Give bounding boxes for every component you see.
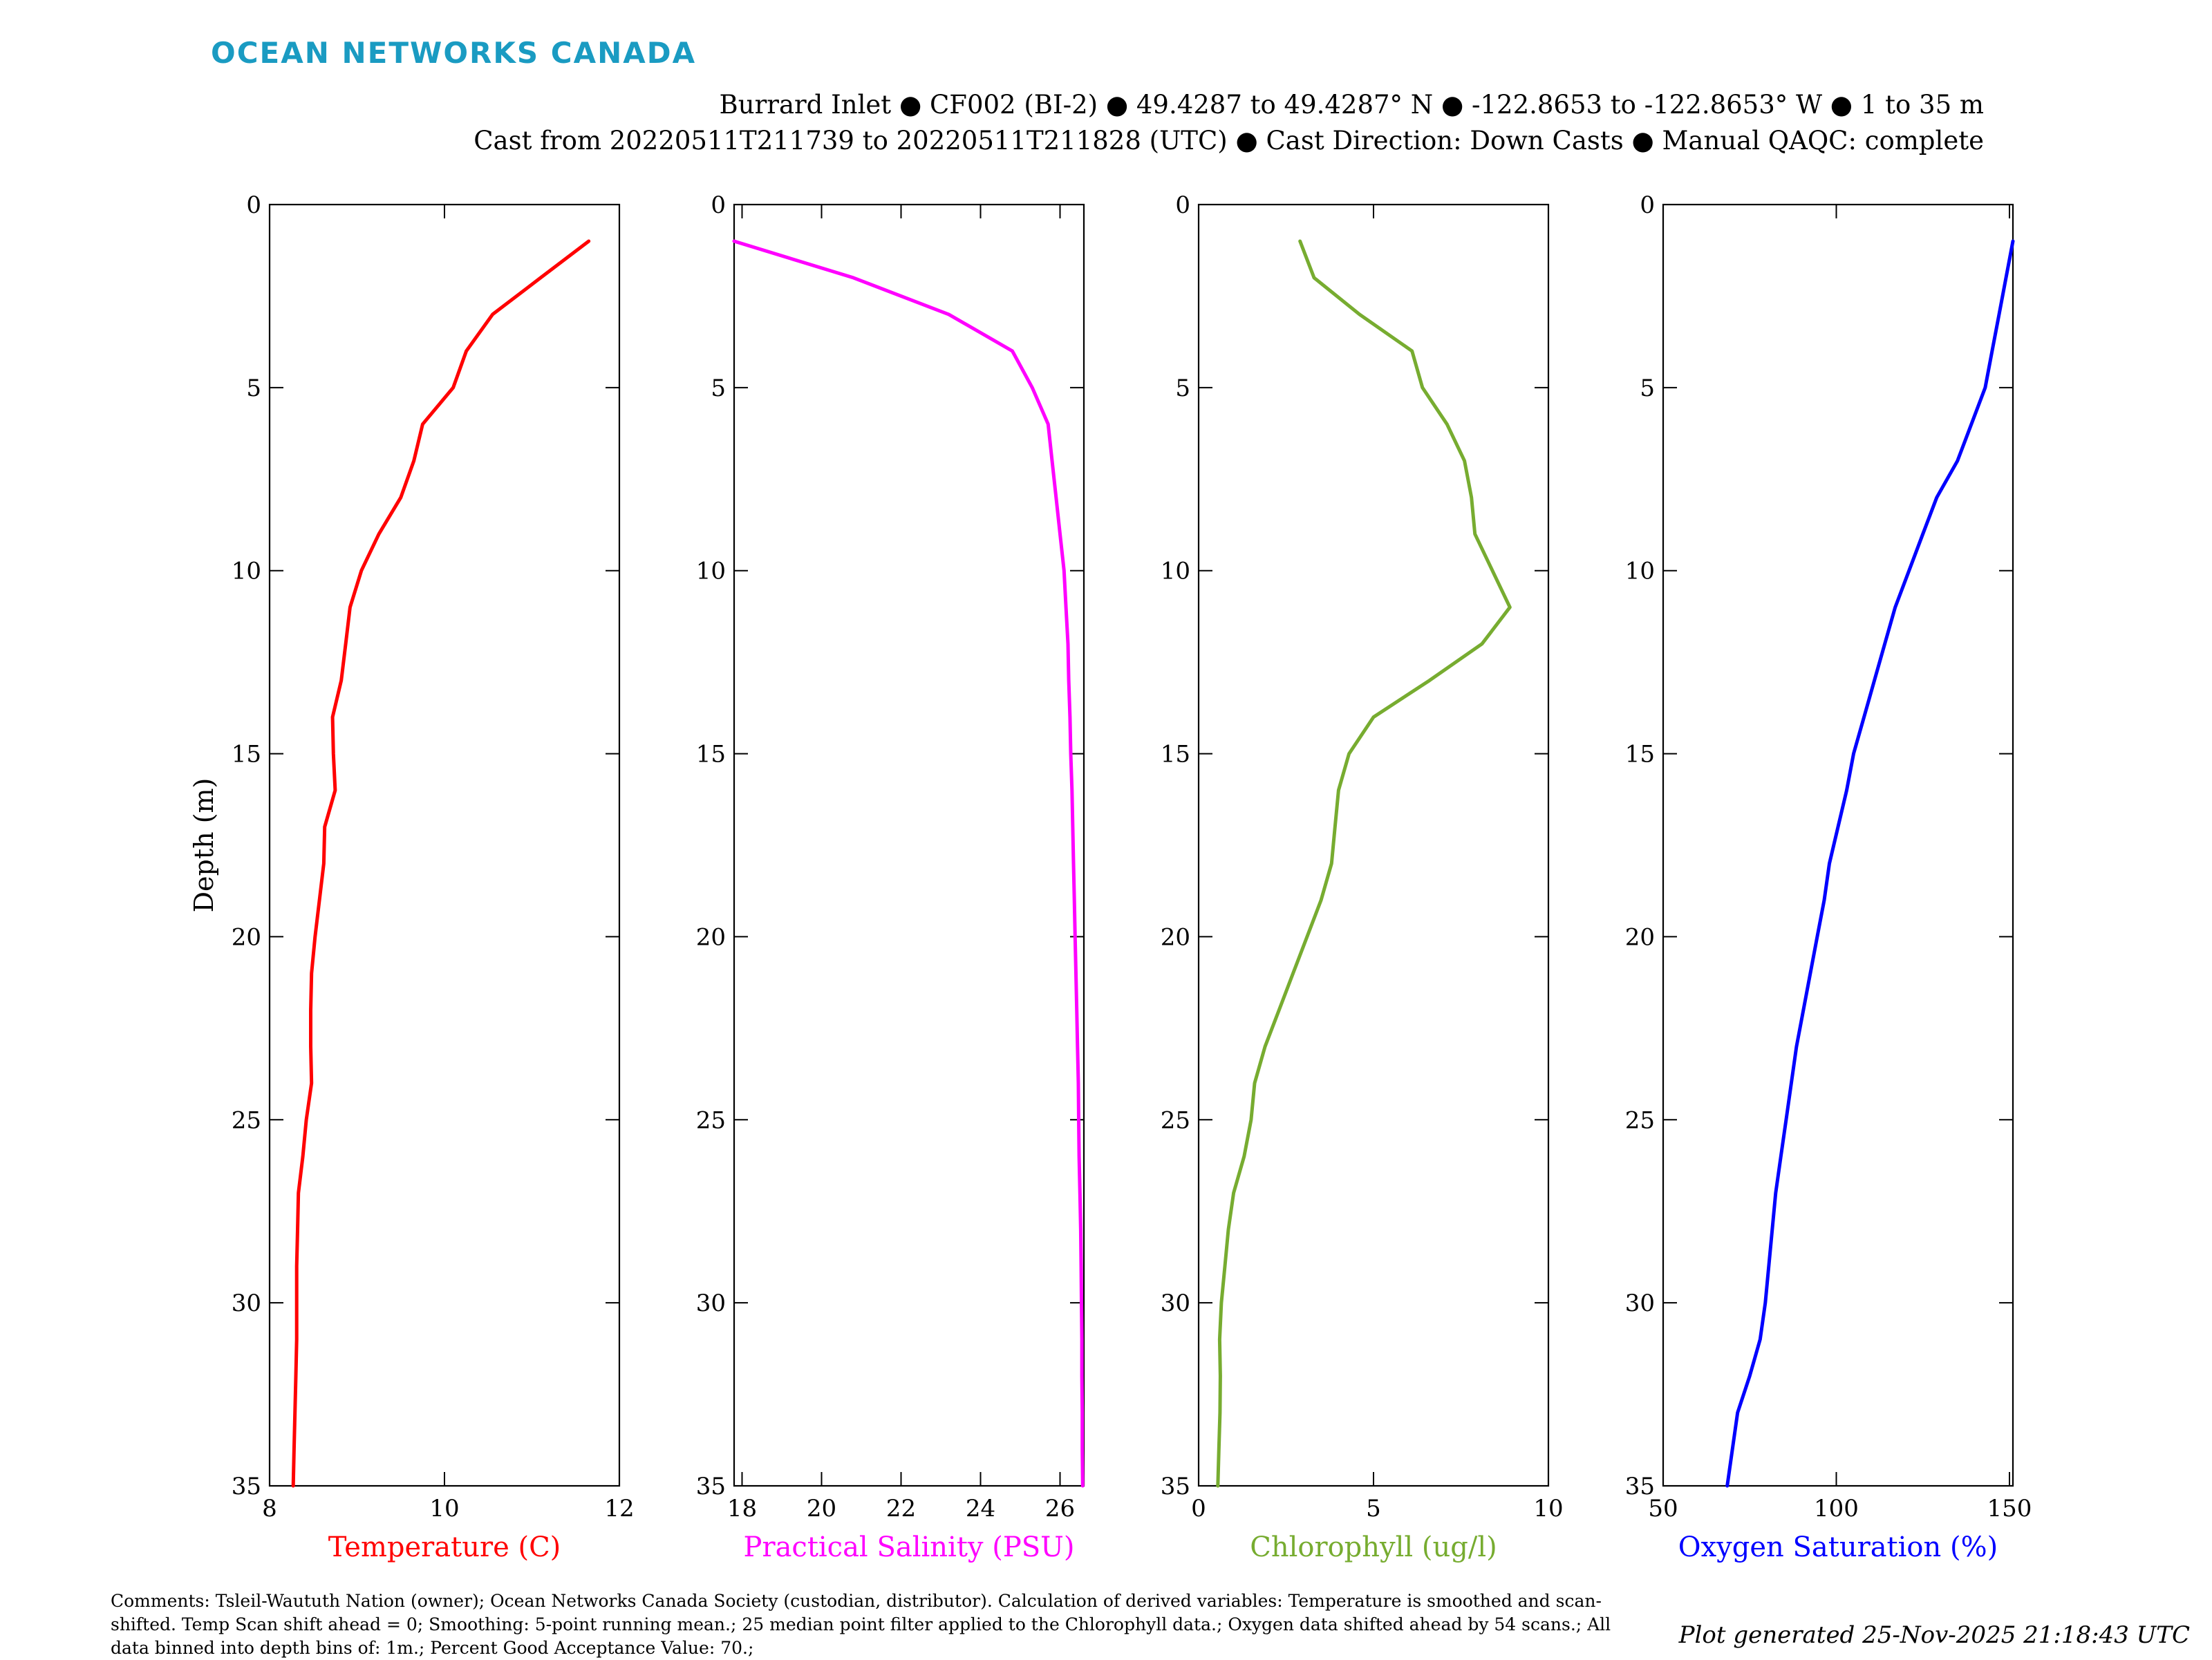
x-tick-label: 10	[429, 1495, 459, 1522]
series-line	[732, 239, 1085, 1488]
series-line	[1725, 239, 2015, 1488]
y-tick-label: 5	[246, 375, 261, 402]
x-tick-label: 5	[1366, 1495, 1381, 1522]
axes-box	[1662, 203, 2014, 1487]
y-tick-label: 10	[1161, 558, 1190, 585]
y-tick-label: 20	[1161, 923, 1190, 951]
x-axis-label: Temperature (C)	[328, 1531, 561, 1563]
y-axis-label: Depth (m)	[189, 778, 219, 913]
y-tick-label: 20	[1625, 923, 1655, 951]
y-tick-label: 35	[696, 1473, 726, 1500]
x-tick-label: 150	[1987, 1495, 2032, 1522]
y-tick-label: 30	[1161, 1290, 1190, 1317]
y-tick-label: 10	[1625, 558, 1655, 585]
y-tick-label: 15	[696, 741, 726, 768]
y-tick-label: 5	[1175, 375, 1190, 402]
y-tick-label: 5	[1640, 375, 1655, 402]
series-line	[1216, 239, 1512, 1488]
y-tick-label: 10	[232, 558, 261, 585]
x-tick-label: 10	[1533, 1495, 1563, 1522]
y-tick-label: 25	[1161, 1106, 1190, 1134]
x-axis-label: Chlorophyll (ug/l)	[1250, 1531, 1497, 1563]
plot-generated-timestamp: Plot generated 25-Nov-2025 21:18:43 UTC	[1678, 1621, 2190, 1649]
axes-box	[733, 203, 1085, 1487]
y-tick-label: 20	[232, 923, 261, 951]
y-tick-label: 30	[696, 1290, 726, 1317]
x-tick-label: 8	[262, 1495, 277, 1522]
y-tick-label: 0	[1640, 191, 1655, 219]
y-tick-label: 0	[246, 191, 261, 219]
x-tick-label: 24	[966, 1495, 995, 1522]
x-tick-label: 20	[807, 1495, 836, 1522]
x-tick-label: 22	[886, 1495, 916, 1522]
y-tick-label: 25	[696, 1106, 726, 1134]
plot-title-line-1: Burrard Inlet ● CF002 (BI-2) ● 49.4287 t…	[719, 90, 1984, 120]
comments-text: Comments: Tsleil-Waututh Nation (owner);…	[111, 1591, 1611, 1658]
x-tick-label: 26	[1045, 1495, 1075, 1522]
y-tick-label: 15	[1625, 741, 1655, 768]
y-tick-label: 0	[711, 191, 726, 219]
y-tick-label: 35	[232, 1473, 261, 1500]
plot-title-line-2: Cast from 20220511T211739 to 20220511T21…	[474, 126, 1984, 155]
y-tick-label: 25	[1625, 1106, 1655, 1134]
x-axis-label: Practical Salinity (PSU)	[744, 1531, 1075, 1563]
y-tick-label: 5	[711, 375, 726, 402]
y-tick-label: 20	[696, 923, 726, 951]
x-tick-label: 0	[1191, 1495, 1206, 1522]
profile-panel-1: 0 5 10 15 20 25 30 358 10 12 Temperature (C) Depth …	[189, 191, 635, 1563]
series-line	[291, 239, 591, 1488]
y-tick-label: 30	[1625, 1290, 1655, 1317]
axes-box	[1197, 203, 1550, 1487]
y-tick-label: 0	[1175, 191, 1190, 219]
x-tick-label: 18	[727, 1495, 757, 1522]
x-axis-label: Oxygen Saturation (%)	[1678, 1531, 1998, 1563]
x-tick-label: 50	[1648, 1495, 1678, 1522]
y-tick-label: 10	[696, 558, 726, 585]
y-tick-label: 30	[232, 1290, 261, 1317]
y-tick-label: 25	[232, 1106, 261, 1134]
y-tick-label: 35	[1161, 1473, 1190, 1500]
x-tick-label: 12	[604, 1495, 634, 1522]
onc-logo: OCEAN NETWORKS CANADA	[211, 36, 697, 70]
y-tick-label: 15	[1161, 741, 1190, 768]
y-tick-label: 35	[1625, 1473, 1655, 1500]
x-tick-label: 100	[1814, 1495, 1859, 1522]
y-tick-label: 15	[232, 741, 261, 768]
